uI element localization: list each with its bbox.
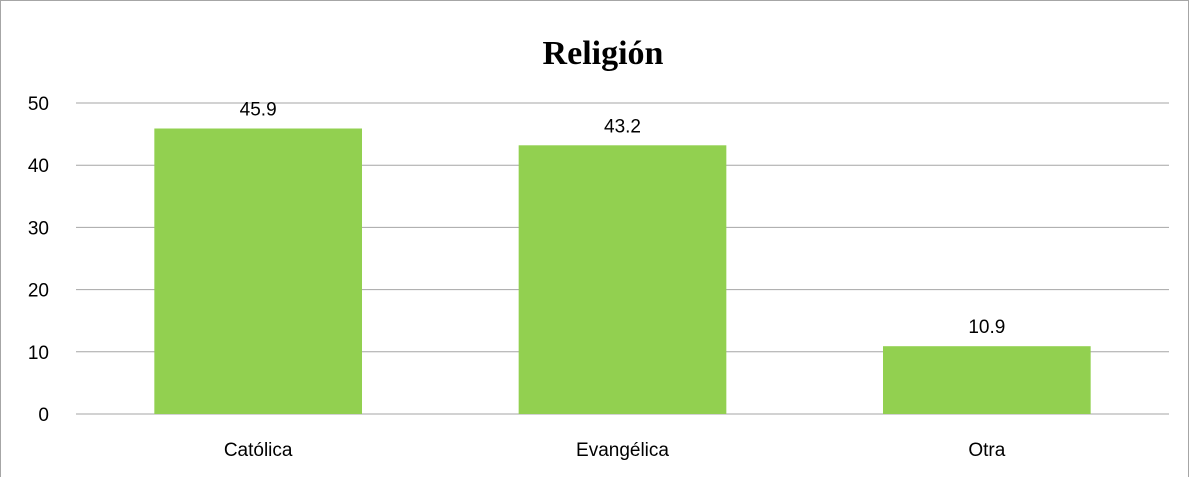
bar	[154, 128, 363, 414]
x-category-label: Católica	[224, 440, 293, 461]
y-axis-ticks: 0 10 20 30 40 50	[28, 94, 49, 426]
y-tick-label: 50	[28, 94, 49, 115]
data-label: 10.9	[968, 317, 1005, 338]
bar	[518, 145, 727, 414]
data-label: 45.9	[240, 100, 277, 121]
y-tick-label: 40	[28, 156, 49, 177]
y-tick-label: 20	[28, 281, 49, 302]
y-tick-label: 10	[28, 343, 49, 364]
data-label: 43.2	[604, 116, 641, 137]
chart-title: Religión	[543, 35, 664, 72]
y-tick-label: 0	[38, 405, 49, 426]
x-axis-categories: Católica Evangélica Otra	[224, 440, 1006, 461]
y-tick-label: 30	[28, 218, 49, 239]
bar	[882, 346, 1091, 414]
bars	[154, 128, 1091, 414]
x-category-label: Otra	[968, 440, 1005, 461]
data-labels: 45.9 43.2 10.9	[240, 100, 1006, 339]
x-category-label: Evangélica	[576, 440, 669, 461]
